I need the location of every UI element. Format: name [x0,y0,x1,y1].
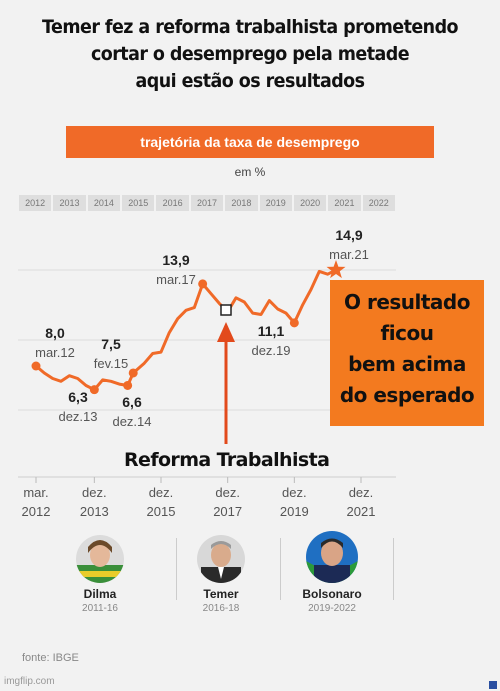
president-name: Dilma [83,587,117,601]
watermark: imgflip.com [4,676,55,687]
president-bolsonaro: Bolsonaro 2019-2022 [277,531,387,614]
data-label-value: 6,3 [68,389,88,405]
divider [176,538,177,600]
temer-avatar [197,535,245,583]
data-label-value: 13,9 [162,252,189,268]
year-label: 2013 [53,195,86,211]
president-name: Temer [203,587,239,601]
data-point-marker [31,361,41,371]
year-strip: 2012 2013 2014 2015 2016 2017 2018 2019 2020 2021… [18,195,396,211]
data-label-date: mar.17 [156,272,196,287]
result-callout: O resultado ficou bem acima do esperado [330,280,484,426]
x-tick-label: dez. [149,485,174,500]
x-tick-label: dez. [82,485,107,500]
data-label-date: mar.21 [329,247,369,262]
divider [393,538,394,600]
data-label-date: mar.12 [35,345,75,360]
year-label: 2018 [225,195,258,211]
reform-marker [220,304,232,316]
callout-line: ficou [380,321,434,345]
data-label-value: 6,6 [122,394,142,410]
data-label-date: dez.19 [251,343,290,358]
president-years: 2016-18 [202,603,240,614]
data-label-value: 8,0 [45,325,65,341]
year-label: 2017 [190,195,224,211]
data-label-value: 11,1 [258,323,285,339]
chart-title-banner: trajetória da taxa de desemprego [66,126,434,158]
x-tick-label: 2021 [347,504,376,519]
year-label: 2019 [259,195,292,211]
x-tick-label: dez. [215,485,240,500]
x-tick-label: 2019 [280,504,309,519]
year-label: 2012 [19,195,52,211]
data-label-date: dez.13 [58,409,97,424]
data-point-marker [89,385,99,395]
callout-line: bem acima [348,352,466,376]
x-tick-label: 2013 [80,504,109,519]
president-years: 2011-16 [82,603,118,614]
callout-line: do esperado [339,383,475,407]
data-label-value: 7,5 [101,336,121,352]
data-point-marker [128,368,138,378]
x-tick-label: 2012 [22,504,51,519]
meme-title: Temer fez a reforma trabalhista prometen… [20,14,480,95]
callout-line: O resultado [343,290,471,314]
x-tick-label: 2017 [213,504,242,519]
x-tick-label: 2015 [147,504,176,519]
meme-title-line: cortar o desemprego pela metade [90,43,410,65]
president-name: Bolsonaro [302,587,362,601]
reform-label: Reforma Trabalhista [124,449,330,471]
year-label: 2022 [362,195,395,211]
source-note: fonte: IBGE [22,652,79,664]
series-line [35,268,337,392]
data-point-marker [123,380,133,390]
chart-title: trajetória da taxa de desemprego [140,134,360,150]
president-years: 2019-2022 [308,603,356,614]
year-label: 2014 [87,195,121,211]
president-temer: Temer 2016-18 [166,535,276,614]
x-tick-label: dez. [349,485,374,500]
meme-title-line: aqui estão os resultados [135,70,366,92]
divider [280,538,281,600]
data-label-date: dez.14 [112,414,151,429]
year-label: 2021 [328,195,361,211]
bolsonaro-avatar [306,531,358,583]
year-label: 2015 [122,195,155,211]
meme-title-line: Temer fez a reforma trabalhista prometen… [41,16,459,38]
chart-unit: em % [234,165,266,179]
x-tick-label: mar. [23,485,48,500]
data-label-value: 14,9 [335,227,362,243]
dilma-avatar [76,535,124,583]
reform-arrow-head [217,322,235,342]
data-point-marker [289,318,299,328]
x-tick-label: dez. [282,485,307,500]
peak-star-marker [326,260,346,279]
data-label-date: fev.15 [94,356,128,371]
president-dilma: Dilma 2011-16 [45,535,155,614]
year-label: 2020 [293,195,327,211]
corner-mark [489,681,497,689]
data-point-marker [198,279,208,289]
year-label: 2016 [156,195,189,211]
